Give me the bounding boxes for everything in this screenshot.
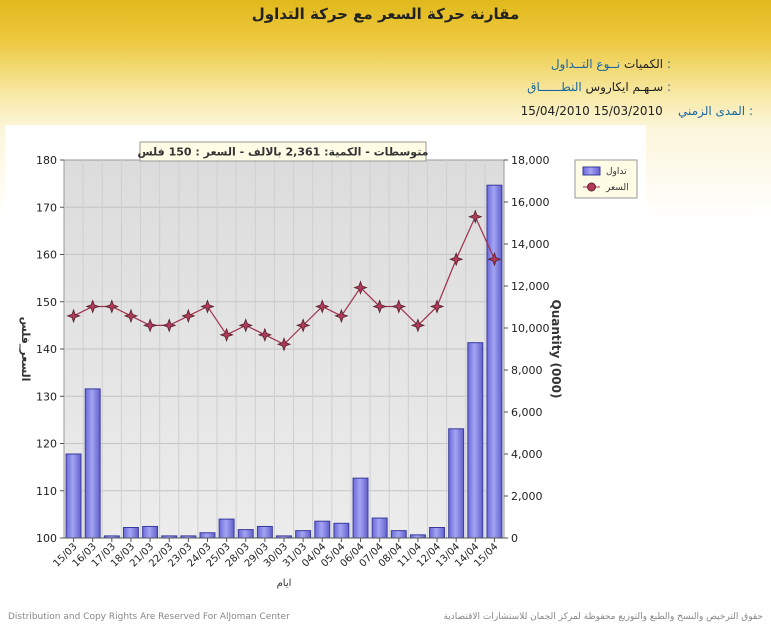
y-left-tick-label: 150 xyxy=(36,296,57,309)
summary-box: متوسطات - الكمية: 2,361 بالالف - السعر :… xyxy=(138,141,429,162)
price-marker xyxy=(85,299,100,314)
summary-text: متوسطات - الكمية: 2,361 بالالف - السعر :… xyxy=(138,146,429,159)
y-right-tick-label: 14,000 xyxy=(511,238,550,251)
y-left-tick-label: 130 xyxy=(36,390,57,403)
period-label: المدى الزمني : xyxy=(678,104,753,118)
volume-bar xyxy=(84,388,101,539)
price-marker xyxy=(276,337,292,352)
y-right-tick-label: 4,000 xyxy=(511,448,543,461)
y-left-tick-label: 170 xyxy=(36,201,57,214)
price-marker xyxy=(295,318,311,333)
trade-type-label: نــوع التــداول : xyxy=(550,57,671,71)
volume-bar xyxy=(142,525,159,539)
footer-copyright-ar: حقوق الترخيص والنسخ والطبع والتوزيع محفو… xyxy=(443,612,763,622)
price-marker xyxy=(315,299,330,314)
legend-volume-label: تداول xyxy=(606,167,627,177)
volume-bar xyxy=(371,517,388,539)
volume-bar xyxy=(448,428,465,539)
scope-value: سـهـم ايكاروس xyxy=(585,80,664,94)
y-left-tick-label: 110 xyxy=(36,485,57,498)
price-marker xyxy=(257,327,273,342)
y-right-tick-label: 18,000 xyxy=(511,154,550,167)
y-axis-left-label: السعر_فلس xyxy=(19,317,32,382)
y-left-tick-label: 140 xyxy=(36,343,57,356)
volume-bar xyxy=(237,529,254,539)
y-left-tick-label: 160 xyxy=(36,249,57,262)
y-right-tick-label: 16,000 xyxy=(511,196,550,209)
grid-lines xyxy=(64,160,504,538)
price-marker xyxy=(200,299,215,314)
price-marker xyxy=(410,318,426,333)
price-volume-chart: 100 110 120 130 140 150 160 170 180 0 2,000 4,000 6,… xyxy=(19,141,638,589)
y-axis-right-label: Quantity (000) xyxy=(549,300,563,399)
volume-bar xyxy=(295,530,312,539)
legend: تداول السعر xyxy=(574,159,638,199)
x-axis-label: ايام xyxy=(277,578,292,589)
footer-copyright-en: Distribution and Copy Rights Are Reserve… xyxy=(8,612,290,622)
legend-price-label: السعر xyxy=(605,183,629,193)
volume-bar xyxy=(122,527,139,539)
price-line xyxy=(66,209,502,352)
y-right-tick-label: 12,000 xyxy=(511,280,550,293)
y-right-tick-label: 8,000 xyxy=(511,364,543,377)
volume-bar xyxy=(467,342,484,539)
volume-bars xyxy=(65,184,503,539)
volume-bar xyxy=(314,520,331,539)
volume-bar xyxy=(429,527,446,539)
y-right-tick-label: 0 xyxy=(511,532,518,545)
y-right-tick-label: 10,000 xyxy=(511,322,550,335)
price-marker xyxy=(162,318,177,333)
price-marker xyxy=(487,252,502,267)
price-marker xyxy=(66,308,81,324)
volume-bar xyxy=(218,518,235,539)
price-marker xyxy=(219,327,234,342)
price-marker xyxy=(334,308,349,324)
volume-bar xyxy=(352,477,369,539)
price-marker xyxy=(391,299,406,314)
period-row: 15/04/2010 15/03/2010 المدى الزمني : xyxy=(521,104,753,118)
volume-bar xyxy=(256,525,273,539)
y-left-tick-label: 120 xyxy=(36,438,57,451)
price-marker xyxy=(449,252,464,267)
price-marker xyxy=(104,299,119,314)
period-value: 15/04/2010 15/03/2010 xyxy=(520,104,663,118)
price-marker xyxy=(238,318,253,333)
scope-row: سـهـم ايكاروس النطــــــاق : xyxy=(527,80,671,94)
price-marker xyxy=(429,299,445,314)
y-right-tick-label: 2,000 xyxy=(511,490,543,503)
scope-label: النطــــــاق : xyxy=(527,80,671,94)
price-marker xyxy=(468,209,483,224)
price-marker xyxy=(353,280,368,295)
y-left-tick-label: 100 xyxy=(36,532,57,545)
trade-type-row: الكميات نــوع التــداول : xyxy=(551,57,671,71)
volume-bar xyxy=(333,522,350,539)
price-marker xyxy=(181,308,196,324)
y-left-tick-label: 180 xyxy=(36,154,57,167)
volume-bar xyxy=(486,184,503,539)
price-marker xyxy=(372,299,387,314)
volume-bar xyxy=(65,453,82,539)
page-title: مقارنة حركة السعر مع حركة التداول xyxy=(251,5,520,23)
trade-type-value: الكميات xyxy=(624,57,664,71)
volume-bar xyxy=(390,530,407,539)
y-right-tick-label: 6,000 xyxy=(511,406,543,419)
volume-bar xyxy=(199,532,216,539)
price-marker xyxy=(123,308,139,324)
price-marker xyxy=(142,318,158,333)
legend-line-marker xyxy=(587,182,596,192)
legend-bar-swatch xyxy=(582,166,601,176)
